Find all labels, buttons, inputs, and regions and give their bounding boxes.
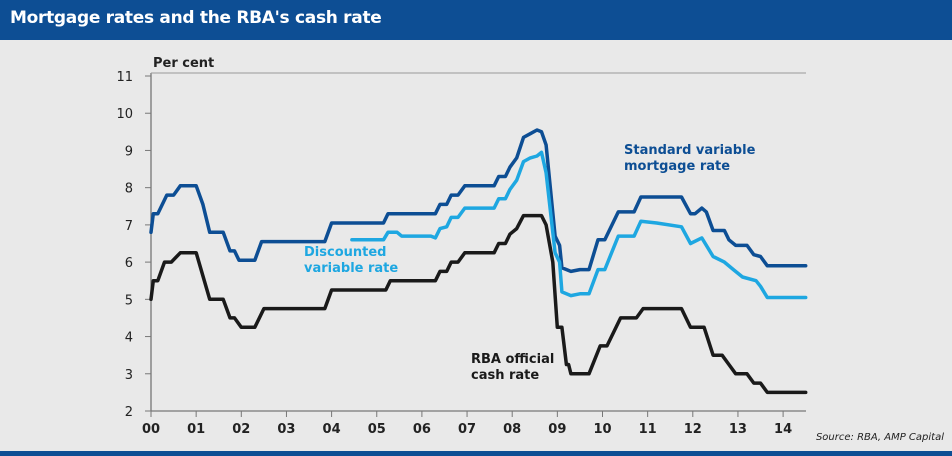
x-tick-label: 10 [593,422,611,437]
chart-title: Mortgage rates and the RBA's cash rate [10,8,382,28]
y-tick-label: 3 [125,368,133,383]
y-tick-label: 4 [125,331,133,346]
x-tick-label: 00 [142,422,160,437]
source-note: Source: RBA, AMP Capital [815,432,944,443]
x-tick-label: 07 [458,422,476,437]
x-tick-label: 01 [187,422,205,437]
series-line-standard [149,128,808,274]
y-axis-label: Per cent [153,56,214,71]
x-tick-label: 14 [774,422,792,437]
label-standard: Standard variable mortgage rate [624,143,756,174]
x-tick-label: 03 [277,422,295,437]
y-tick-label: 8 [125,182,133,197]
x-tick-label: 09 [548,422,566,437]
label-discounted: Discounted variable rate [304,245,399,276]
x-tick-label: 05 [368,422,386,437]
y-tick-label: 7 [125,219,133,234]
x-tick-label: 06 [413,422,431,437]
title-bar: Mortgage rates and the RBA's cash rate [0,0,952,40]
x-tick-label: 13 [729,422,747,437]
x-tick-label: 08 [503,422,521,437]
bottom-bar [0,451,952,456]
x-tick-label: 04 [323,422,341,437]
x-tick-label: 12 [684,422,702,437]
y-tick-label: 5 [125,293,133,308]
y-tick-label: 2 [125,405,133,420]
x-tick-label: 11 [639,422,657,437]
label-cash: RBA official cash rate [471,352,555,383]
y-tick-label: 9 [125,144,133,159]
y-tick-label: 10 [116,107,133,122]
x-tick-label: 02 [232,422,250,437]
y-tick-label: 6 [125,256,133,271]
series-line-cash [149,213,808,395]
series-line-discounted [350,150,808,300]
y-tick-label: 11 [116,70,133,85]
